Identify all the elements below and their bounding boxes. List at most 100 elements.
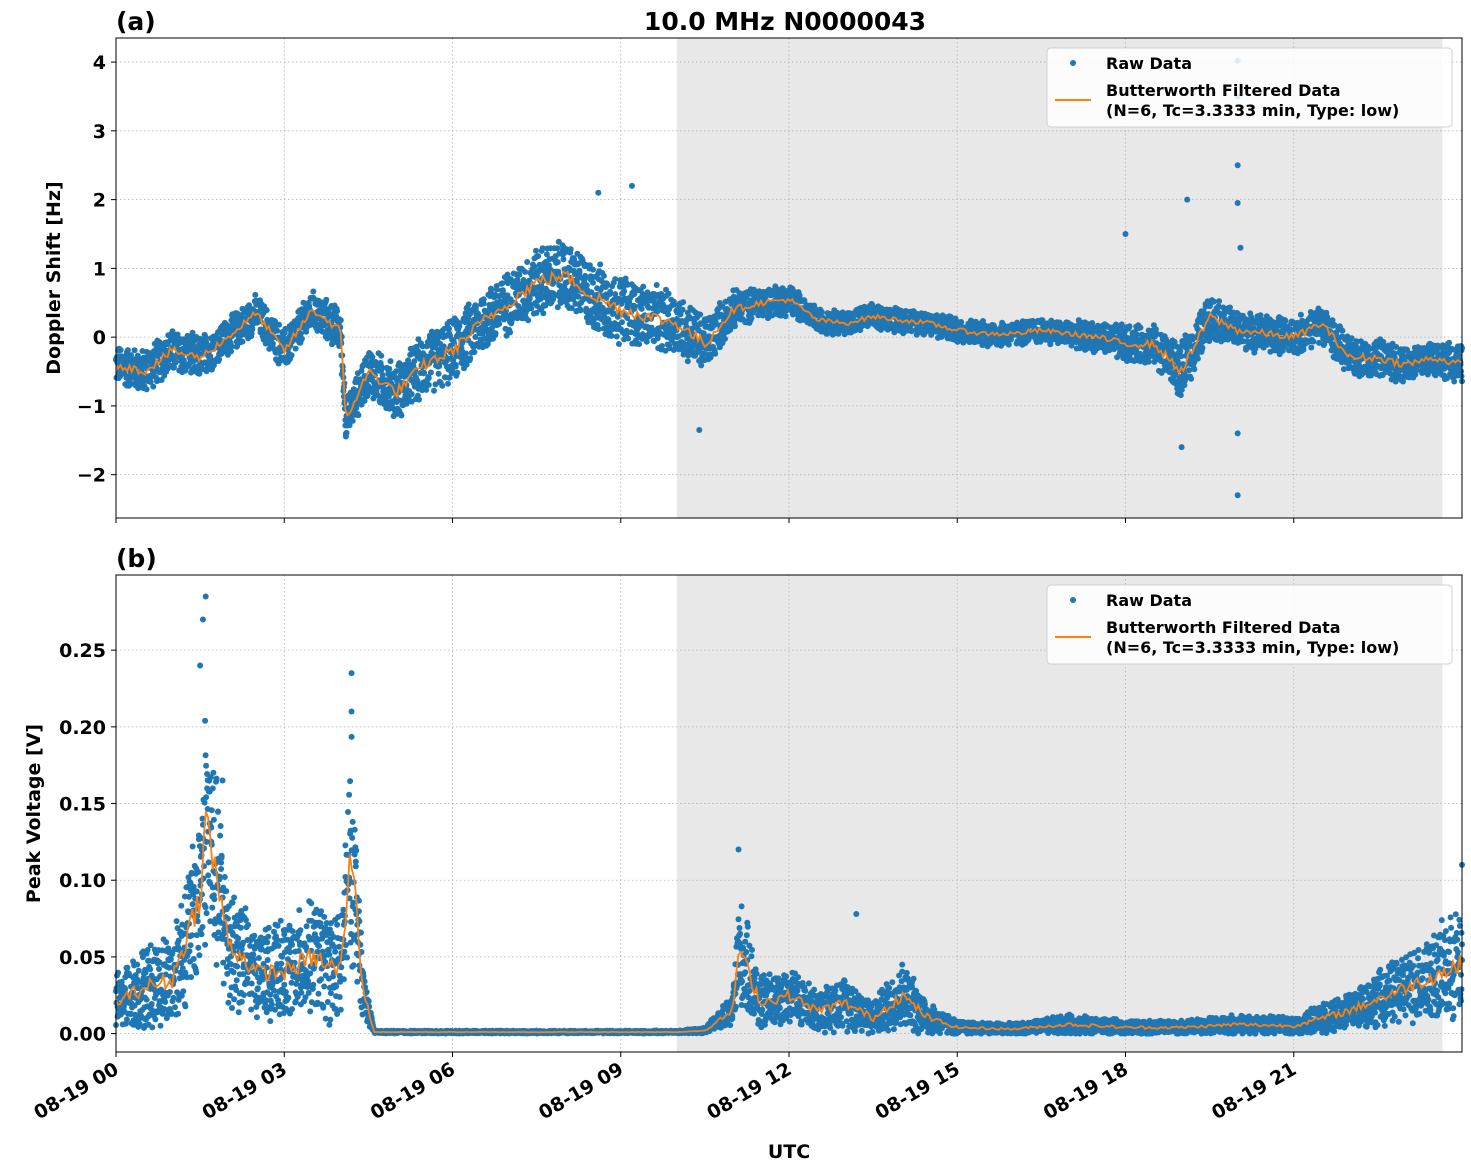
raw-point xyxy=(818,309,825,316)
raw-point xyxy=(416,396,422,403)
raw-point xyxy=(1282,318,1289,324)
raw-point xyxy=(427,369,434,376)
raw-point xyxy=(1248,314,1255,321)
raw-point xyxy=(300,299,307,306)
raw-point xyxy=(782,313,789,320)
raw-point xyxy=(431,387,437,394)
raw-point xyxy=(582,272,589,279)
raw-point xyxy=(361,397,368,404)
raw-point xyxy=(507,329,514,336)
raw-point xyxy=(425,381,432,388)
raw-point xyxy=(158,377,165,383)
raw-point xyxy=(334,308,341,314)
raw-point xyxy=(276,321,283,328)
raw-point xyxy=(1216,298,1223,305)
raw-point xyxy=(239,338,246,345)
raw-point xyxy=(379,365,386,371)
raw-point xyxy=(387,358,394,365)
raw-point xyxy=(499,287,506,294)
raw-point xyxy=(349,417,356,424)
raw-point xyxy=(653,282,660,288)
raw-point xyxy=(249,325,256,332)
raw-point xyxy=(748,315,755,322)
raw-point xyxy=(298,335,305,342)
raw-point xyxy=(1297,311,1304,318)
raw-point xyxy=(1188,375,1195,382)
raw-point xyxy=(172,359,179,366)
raw-point xyxy=(131,347,138,354)
raw-point xyxy=(288,352,295,359)
raw-point xyxy=(1133,331,1140,338)
raw-point xyxy=(680,299,687,306)
raw-point xyxy=(147,379,154,385)
raw-point xyxy=(590,279,596,286)
raw-point xyxy=(456,320,463,327)
raw-point xyxy=(274,327,281,334)
raw-point xyxy=(171,364,177,371)
raw-point xyxy=(393,368,400,375)
raw-point xyxy=(436,363,443,370)
raw-point xyxy=(246,302,253,309)
raw-point xyxy=(423,386,430,393)
raw-point xyxy=(435,370,442,377)
raw-point xyxy=(540,310,547,317)
raw-point xyxy=(613,333,620,340)
raw-point xyxy=(516,271,523,278)
raw-point xyxy=(535,253,542,260)
raw-point xyxy=(577,307,584,314)
raw-point xyxy=(196,370,203,377)
raw-point xyxy=(386,365,393,372)
raw-point xyxy=(640,283,647,290)
raw-point xyxy=(597,261,604,268)
raw-point xyxy=(1177,392,1184,399)
raw-point xyxy=(446,325,452,332)
raw-point xyxy=(1177,348,1184,355)
raw-point xyxy=(411,358,418,365)
panel-a-label: (a) xyxy=(116,7,156,36)
raw-point xyxy=(228,343,235,350)
raw-point xyxy=(351,386,358,393)
raw-point xyxy=(607,288,614,295)
raw-point xyxy=(421,369,428,376)
raw-point xyxy=(452,363,459,370)
raw-point xyxy=(180,357,187,364)
raw-point xyxy=(612,276,619,283)
raw-point xyxy=(658,343,665,349)
raw-point xyxy=(471,349,478,355)
raw-point xyxy=(323,296,330,303)
raw-point xyxy=(712,350,719,357)
raw-point xyxy=(385,393,392,400)
raw-point xyxy=(731,323,738,330)
raw-point xyxy=(369,354,376,361)
raw-point xyxy=(1308,344,1315,351)
raw-point xyxy=(378,352,385,359)
raw-point xyxy=(269,340,276,347)
raw-point xyxy=(1339,327,1346,334)
raw-point xyxy=(1047,341,1054,348)
raw-point xyxy=(351,393,358,399)
raw-point xyxy=(1191,366,1198,373)
raw-point xyxy=(560,256,567,263)
raw-point xyxy=(134,352,141,359)
raw-point xyxy=(480,300,487,307)
raw-point xyxy=(638,305,645,312)
raw-point xyxy=(150,383,157,390)
raw-point xyxy=(189,329,196,336)
raw-point xyxy=(600,272,607,279)
raw-point xyxy=(310,288,317,295)
raw-point xyxy=(252,291,259,298)
raw-point xyxy=(451,340,458,347)
raw-point xyxy=(398,412,405,419)
raw-point xyxy=(595,326,602,333)
raw-point xyxy=(554,259,561,266)
raw-point xyxy=(621,288,628,295)
raw-point xyxy=(679,306,686,313)
raw-point xyxy=(263,307,270,314)
raw-point xyxy=(684,358,691,365)
raw-point xyxy=(216,356,223,363)
raw-point xyxy=(525,317,532,324)
raw-point xyxy=(439,382,446,389)
raw-point xyxy=(228,348,234,355)
raw-point xyxy=(615,341,622,347)
